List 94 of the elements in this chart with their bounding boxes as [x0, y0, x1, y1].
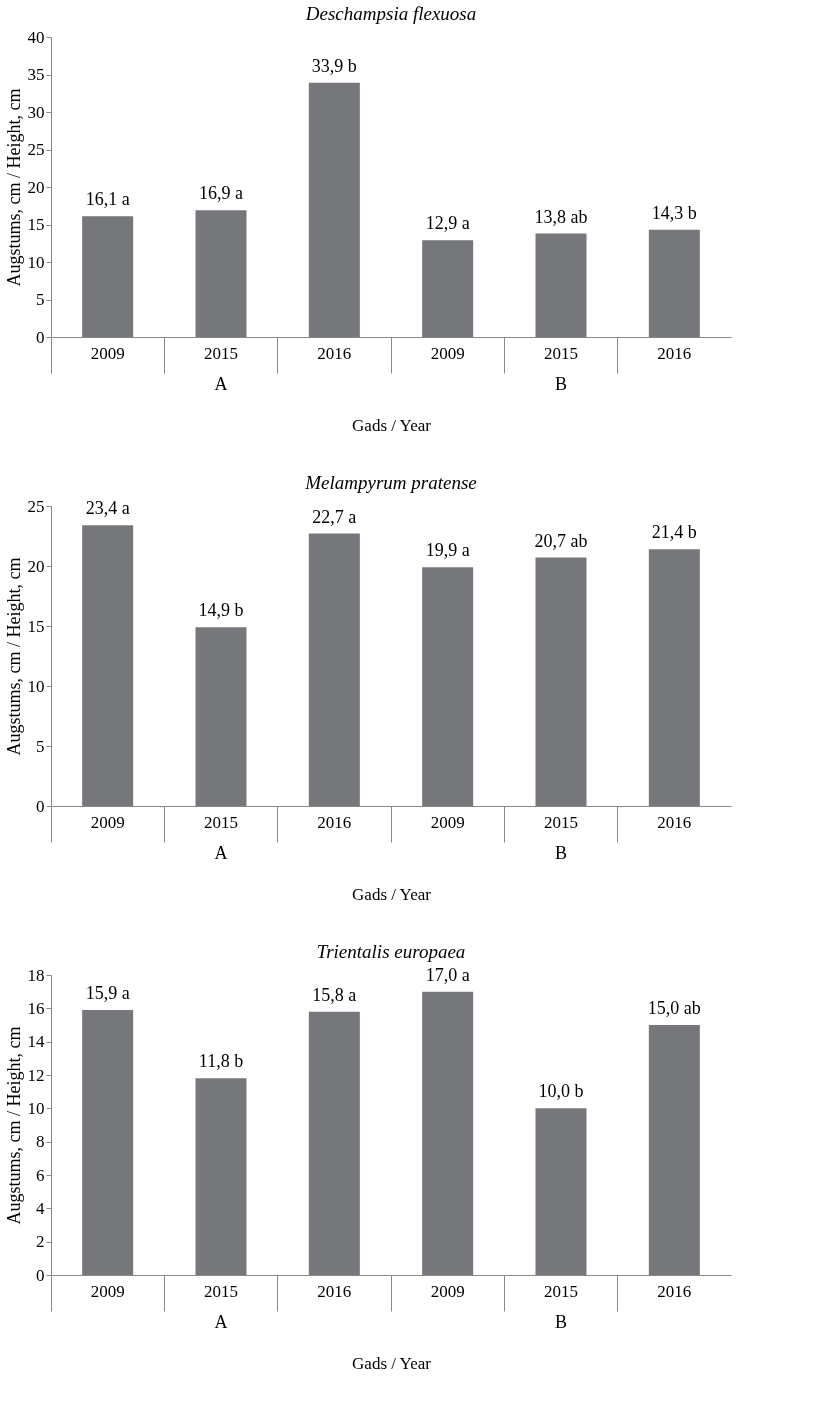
bar	[648, 229, 700, 337]
data-label: 15,0 ab	[647, 998, 701, 1018]
chart-title: Trientalis europaea	[316, 941, 466, 962]
text: B	[554, 1312, 568, 1332]
x-tick-label: 2016	[657, 812, 692, 832]
x-tick-label: 2015	[544, 343, 578, 363]
x-tick-label: 2009	[430, 343, 465, 363]
bar	[308, 1011, 360, 1275]
y-axis-title: Augstums, cm / Height, cm	[3, 1026, 24, 1225]
y-tick-label: 40	[27, 27, 45, 47]
text: A	[214, 1312, 228, 1332]
x-tick-label: 2016	[317, 343, 352, 363]
data-label: 14,9 b	[198, 600, 244, 621]
y-tick-label: 12	[27, 1065, 45, 1085]
data-label: 23,4 a	[85, 498, 130, 519]
x-tick-label: 2009	[90, 1281, 125, 1301]
x-tick-label: 2009	[430, 1281, 465, 1301]
x-axis-title: Gads / Year	[352, 885, 432, 904]
bar	[308, 82, 360, 337]
y-tick-label: 25	[27, 140, 45, 159]
y-tick-label: 10	[27, 252, 45, 272]
y-tick-label: 25	[27, 496, 45, 516]
data-label: 33,9 b	[311, 55, 357, 76]
y-tick-label: 5	[36, 290, 45, 309]
bar	[195, 1078, 247, 1275]
x-tick-label: 2015	[204, 343, 238, 363]
y-tick-label: 4	[36, 1198, 45, 1218]
y-axis-title: Augstums, cm / Height, cm	[3, 88, 24, 287]
y-tick-label: 20	[27, 556, 45, 576]
x-tick-label: 2015	[544, 1281, 578, 1301]
data-label: 19,9 a	[425, 540, 470, 561]
data-label: 11,8 b	[198, 1051, 244, 1072]
y-tick-label: 10	[27, 676, 45, 696]
text: B	[554, 843, 568, 863]
text: B	[554, 374, 568, 394]
bar	[648, 549, 700, 806]
y-tick-label: 15	[27, 215, 45, 234]
y-tick-label: 5	[36, 736, 45, 756]
bar	[82, 1010, 134, 1275]
bar	[308, 533, 360, 806]
data-label: 20,7 ab	[534, 530, 588, 551]
y-tick-label: 0	[36, 1265, 45, 1285]
x-tick-label: 2016	[317, 1281, 352, 1301]
y-axis-title: Augstums, cm / Height, cm	[3, 557, 24, 756]
x-tick-label: 2015	[204, 812, 238, 832]
text: A	[214, 843, 228, 863]
data-label: 10,0 b	[538, 1081, 584, 1102]
y-tick-label: 35	[27, 65, 45, 84]
data-label: 12,9 a	[425, 213, 470, 234]
y-tick-label: 6	[36, 1165, 45, 1185]
bar	[422, 991, 474, 1275]
y-tick-label: 20	[27, 177, 45, 197]
x-axis-title: Gads / Year	[352, 416, 432, 435]
y-tick-label: 2	[36, 1232, 45, 1252]
y-tick-label: 14	[27, 1032, 45, 1052]
y-tick-label: 16	[27, 998, 45, 1018]
bar	[195, 627, 247, 806]
bar	[195, 210, 247, 337]
x-tick-label: 2015	[544, 812, 578, 832]
y-tick-label: 18	[27, 965, 45, 985]
y-tick-label: 0	[36, 796, 45, 816]
bar	[648, 1025, 700, 1275]
x-tick-label: 2009	[90, 812, 125, 832]
x-tick-label: 2015	[204, 1281, 238, 1301]
text: A	[214, 374, 228, 394]
bar	[82, 525, 134, 806]
x-tick-label: 2016	[317, 812, 352, 832]
bar	[535, 557, 587, 806]
x-tick-label: 2009	[430, 812, 465, 832]
y-tick-label: 30	[27, 102, 45, 122]
data-label: 14,3 b	[651, 202, 697, 223]
data-label: 15,9 a	[85, 983, 130, 1003]
data-label: 16,9 a	[199, 183, 243, 204]
bar	[535, 1108, 587, 1275]
data-label: 22,7 a	[312, 506, 357, 527]
bar	[82, 216, 134, 337]
data-label: 21,4 b	[651, 522, 697, 543]
y-tick-label: 10	[27, 1098, 45, 1118]
bar	[422, 567, 474, 806]
bar	[422, 240, 474, 337]
x-tick-label: 2016	[657, 343, 692, 363]
x-axis-title: Gads / Year	[352, 1354, 432, 1373]
y-tick-label: 0	[36, 327, 45, 347]
y-tick-label: 15	[27, 616, 45, 636]
data-label: 16,1 a	[85, 189, 130, 210]
chart-title: Melampyrum pratense	[304, 472, 477, 493]
data-label: 17,0 a	[425, 964, 470, 985]
bar	[535, 233, 587, 337]
data-label: 13,8 ab	[534, 206, 588, 227]
chart-title: Deschampsia flexuosa	[304, 3, 477, 24]
y-tick-label: 8	[36, 1132, 45, 1152]
data-label: 15,8 a	[312, 984, 357, 1005]
x-tick-label: 2009	[90, 343, 125, 363]
x-tick-label: 2016	[657, 1281, 692, 1301]
